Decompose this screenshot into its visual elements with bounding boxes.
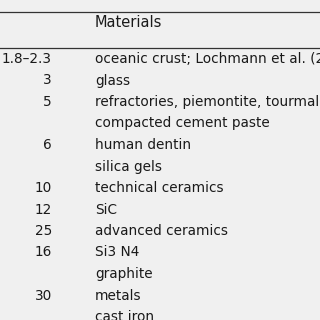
Text: Si3 N4: Si3 N4 bbox=[95, 245, 140, 260]
Text: 10: 10 bbox=[35, 181, 52, 195]
Text: Materials: Materials bbox=[95, 15, 162, 30]
Text: 25: 25 bbox=[35, 224, 52, 238]
Text: 5: 5 bbox=[43, 95, 52, 109]
Text: SiC: SiC bbox=[95, 203, 117, 217]
Text: refractories, piemontite, tourmaline: refractories, piemontite, tourmaline bbox=[95, 95, 320, 109]
Text: metals: metals bbox=[95, 289, 142, 302]
Text: oceanic crust; Lochmann et al. (200: oceanic crust; Lochmann et al. (200 bbox=[95, 52, 320, 66]
Text: human dentin: human dentin bbox=[95, 138, 191, 152]
Text: 1.8–2.3: 1.8–2.3 bbox=[2, 52, 52, 66]
Text: cast iron: cast iron bbox=[95, 310, 154, 320]
Text: 3: 3 bbox=[44, 74, 52, 87]
Text: advanced ceramics: advanced ceramics bbox=[95, 224, 228, 238]
Text: 6: 6 bbox=[44, 138, 52, 152]
Text: 12: 12 bbox=[35, 203, 52, 217]
Text: 16: 16 bbox=[35, 245, 52, 260]
Text: silica gels: silica gels bbox=[95, 159, 162, 173]
Text: technical ceramics: technical ceramics bbox=[95, 181, 224, 195]
Text: 30: 30 bbox=[35, 289, 52, 302]
Text: glass: glass bbox=[95, 74, 130, 87]
Text: graphite: graphite bbox=[95, 267, 153, 281]
Text: compacted cement paste: compacted cement paste bbox=[95, 116, 270, 131]
